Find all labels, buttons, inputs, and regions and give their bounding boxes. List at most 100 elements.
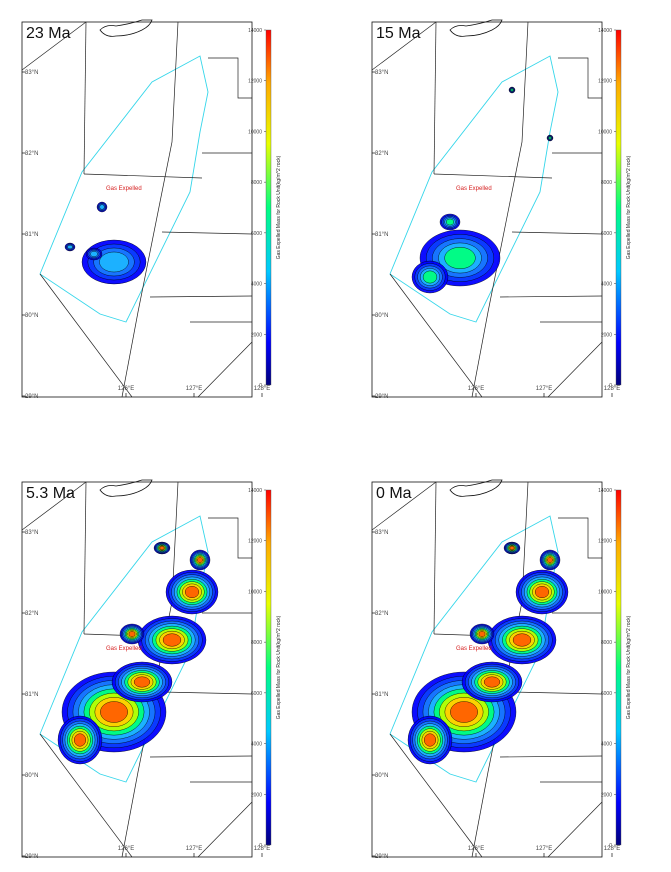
colorbar-tick-label: 10000	[248, 129, 262, 135]
gas-contour	[445, 218, 455, 226]
lat-tick-label: 32°N	[375, 611, 388, 617]
structure-line	[208, 517, 252, 559]
structure-line	[558, 57, 602, 99]
colorbar-tick-label: 8000	[601, 180, 612, 186]
colorbar-tick-label: 2000	[251, 792, 262, 798]
island-coastline	[449, 479, 503, 497]
lat-tick-label: 33°N	[375, 70, 388, 76]
colorbar-tick-label: 8000	[251, 640, 262, 646]
gas-contour	[450, 701, 478, 723]
panel-1: 33°N 32°N 31°N 30°N 29°N 126°E 127°E 128°E Gas E…	[21, 19, 282, 400]
structure-line	[161, 691, 253, 695]
lat-tick-label: 31°N	[25, 692, 38, 698]
lon-tick-label: 127°E	[536, 386, 552, 392]
colorbar-tick-label: 10000	[598, 589, 612, 595]
lon-tick-label: 126°E	[118, 846, 134, 852]
lat-tick-label: 32°N	[25, 151, 38, 157]
lon-tick-label: 128°E	[254, 386, 270, 392]
stage-label: 0 Ma	[376, 485, 412, 502]
colorbar-tick-label: 6000	[601, 231, 612, 237]
lon-tick-label: 126°E	[118, 386, 134, 392]
gas-contour	[478, 631, 486, 637]
colorbar-tick-label: 14000	[248, 28, 262, 34]
colorbar-tick-label: 8000	[251, 180, 262, 186]
colorbar-tick-label: 4000	[251, 742, 262, 748]
structure-line	[149, 755, 253, 758]
gas-contour	[509, 546, 515, 550]
colorbar-tick-label: 14000	[598, 488, 612, 494]
island-coastline	[99, 479, 153, 497]
colorbar-tick-label: 12000	[598, 539, 612, 545]
gas-contour	[99, 204, 105, 210]
panel-4: 33°N 32°N 31°N 30°N 29°N 126°E 127°E 128°E Gas E…	[371, 479, 632, 860]
basin-outline	[39, 515, 209, 783]
colorbar-tick-label: 8000	[601, 640, 612, 646]
structure-line	[389, 273, 483, 398]
structure-line	[21, 481, 87, 531]
colorbar-tick-label: 6000	[601, 691, 612, 697]
gas-contour	[424, 733, 436, 747]
gas-contour	[99, 251, 129, 273]
structure-line	[149, 295, 253, 298]
structure-line	[433, 173, 553, 179]
colorbar	[265, 489, 272, 846]
colorbar-tick-label: 10000	[248, 589, 262, 595]
colorbar-tick-label: 0	[609, 383, 612, 389]
gas-contour	[133, 676, 151, 688]
gas-contour	[512, 633, 532, 647]
lat-tick-label: 33°N	[375, 530, 388, 536]
colorbar-tick-label: 4000	[601, 282, 612, 288]
colorbar-tick-label: 6000	[251, 231, 262, 237]
panel-3: 33°N 32°N 31°N 30°N 29°N 126°E 127°E 128°E Gas E…	[21, 479, 282, 860]
colorbar-label: Gas Expelled Mass for Rock Unit(kg/m^2 r…	[276, 615, 282, 719]
colorbar-tick-label: 0	[609, 843, 612, 849]
lon-tick-label: 127°E	[536, 846, 552, 852]
colorbar-tick-label: 4000	[251, 282, 262, 288]
stage-label: 15 Ma	[376, 25, 421, 42]
gas-contour	[128, 631, 136, 637]
gas-contour	[483, 676, 501, 688]
structure-line	[161, 231, 253, 235]
lat-tick-label: 30°N	[25, 773, 38, 779]
structure-line	[511, 231, 603, 235]
gas-contour	[159, 546, 165, 550]
structure-line	[83, 481, 87, 635]
stage-label: 5.3 Ma	[26, 485, 75, 502]
structure-line	[197, 341, 253, 398]
structure-line	[208, 57, 252, 99]
lat-tick-label: 29°N	[375, 854, 388, 860]
lat-tick-label: 31°N	[375, 232, 388, 238]
colorbar-tick-label: 2000	[601, 792, 612, 798]
colorbar	[615, 489, 622, 846]
lat-tick-label: 29°N	[25, 394, 38, 400]
structure-line	[21, 21, 87, 71]
lon-tick-label: 128°E	[604, 846, 620, 852]
gas-contour	[444, 247, 476, 269]
colorbar-tick-label: 0	[259, 843, 262, 849]
lat-tick-label: 29°N	[375, 394, 388, 400]
structure-line	[389, 733, 483, 858]
structure-line	[433, 481, 437, 635]
gas-contour	[534, 586, 550, 598]
colorbar-tick-label: 6000	[251, 691, 262, 697]
lat-tick-label: 32°N	[375, 151, 388, 157]
lon-tick-label: 126°E	[468, 846, 484, 852]
structure-line	[371, 481, 437, 531]
colorbar-tick-label: 12000	[598, 79, 612, 85]
lat-tick-label: 33°N	[25, 530, 38, 536]
gas-contour	[548, 136, 552, 140]
map-frame	[21, 21, 253, 398]
lat-tick-label: 33°N	[25, 70, 38, 76]
lat-tick-label: 32°N	[25, 611, 38, 617]
gas-expelled-label: Gas Expelled	[456, 186, 492, 192]
lat-tick-label: 29°N	[25, 854, 38, 860]
lat-tick-label: 30°N	[375, 773, 388, 779]
structure-line	[433, 21, 437, 175]
structure-line	[547, 801, 603, 858]
gas-contour	[422, 270, 438, 284]
colorbar-label: Gas Expelled Mass for Rock Unit(kg/m^2 r…	[626, 155, 632, 259]
gas-contour	[90, 251, 98, 257]
structure-line	[83, 21, 87, 175]
map-frame	[371, 21, 603, 398]
